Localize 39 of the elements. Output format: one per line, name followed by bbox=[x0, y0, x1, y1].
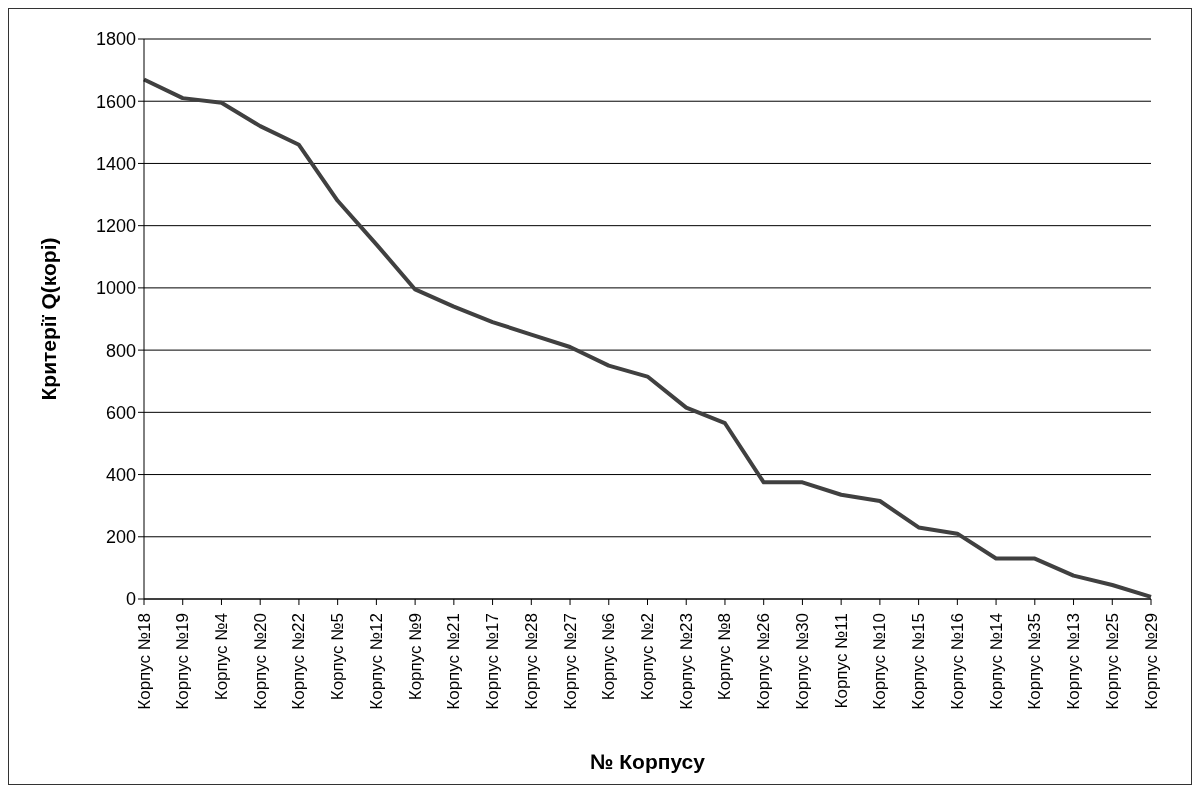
y-tick-label: 600 bbox=[105, 402, 136, 423]
y-tick-label: 1000 bbox=[95, 278, 136, 299]
x-tick-label: Корпус №20 bbox=[250, 613, 270, 710]
x-tick-label: Корпус №10 bbox=[870, 613, 890, 710]
x-tick-label: Корпус №25 bbox=[1102, 613, 1122, 710]
x-tick-label: Корпус №11 bbox=[831, 613, 851, 709]
x-tick-label: Корпус №18 bbox=[134, 613, 154, 710]
x-tick-label: Корпус №12 bbox=[366, 613, 386, 710]
x-tick-label: Корпус №4 bbox=[211, 613, 231, 701]
x-tick-label: Корпус №17 bbox=[483, 613, 503, 710]
x-tick-label: Корпус №14 bbox=[986, 613, 1006, 710]
x-tick-label: Корпус №22 bbox=[289, 613, 309, 710]
y-tick-label: 0 bbox=[125, 589, 136, 610]
y-axis-title: Критерії Q(корі) bbox=[37, 237, 61, 401]
x-tick-label: Корпус №30 bbox=[792, 613, 812, 710]
x-axis-title: № Корпусу bbox=[590, 750, 706, 773]
y-tick-label: 1600 bbox=[95, 91, 136, 112]
x-tick-label: Корпус №6 bbox=[599, 613, 619, 701]
y-tick-label: 1800 bbox=[95, 29, 136, 50]
y-tick-label: 200 bbox=[105, 527, 136, 548]
x-tick-label: Корпус №15 bbox=[909, 613, 929, 710]
y-tick-label: 800 bbox=[105, 340, 136, 361]
x-tick-label: Корпус №23 bbox=[676, 613, 696, 710]
x-tick-label: Корпус №19 bbox=[173, 613, 193, 710]
x-tick-label: Корпус №2 bbox=[638, 613, 657, 701]
x-tick-label: Корпус №16 bbox=[947, 613, 967, 710]
x-tick-label: Корпус №29 bbox=[1141, 613, 1161, 710]
x-tick-label: Корпус №8 bbox=[715, 613, 735, 701]
x-tick-label: Корпус №5 bbox=[328, 613, 348, 701]
y-tick-label: 1200 bbox=[95, 216, 136, 237]
x-tick-label: Корпус №13 bbox=[1064, 613, 1084, 710]
x-tick-label: Корпус №21 bbox=[444, 613, 464, 710]
x-tick-label: Корпус №26 bbox=[754, 613, 774, 710]
x-tick-label: Корпус №27 bbox=[560, 613, 580, 710]
x-tick-label: Корпус №9 bbox=[405, 613, 425, 701]
x-tick-label: Корпус №35 bbox=[1025, 613, 1045, 710]
x-tick-label: Корпус №28 bbox=[521, 613, 541, 710]
y-tick-label: 400 bbox=[105, 464, 136, 485]
y-tick-label: 1400 bbox=[95, 153, 136, 174]
